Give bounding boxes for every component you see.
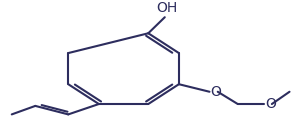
Text: O: O (265, 97, 276, 111)
Text: O: O (211, 85, 222, 99)
Text: OH: OH (156, 1, 178, 15)
